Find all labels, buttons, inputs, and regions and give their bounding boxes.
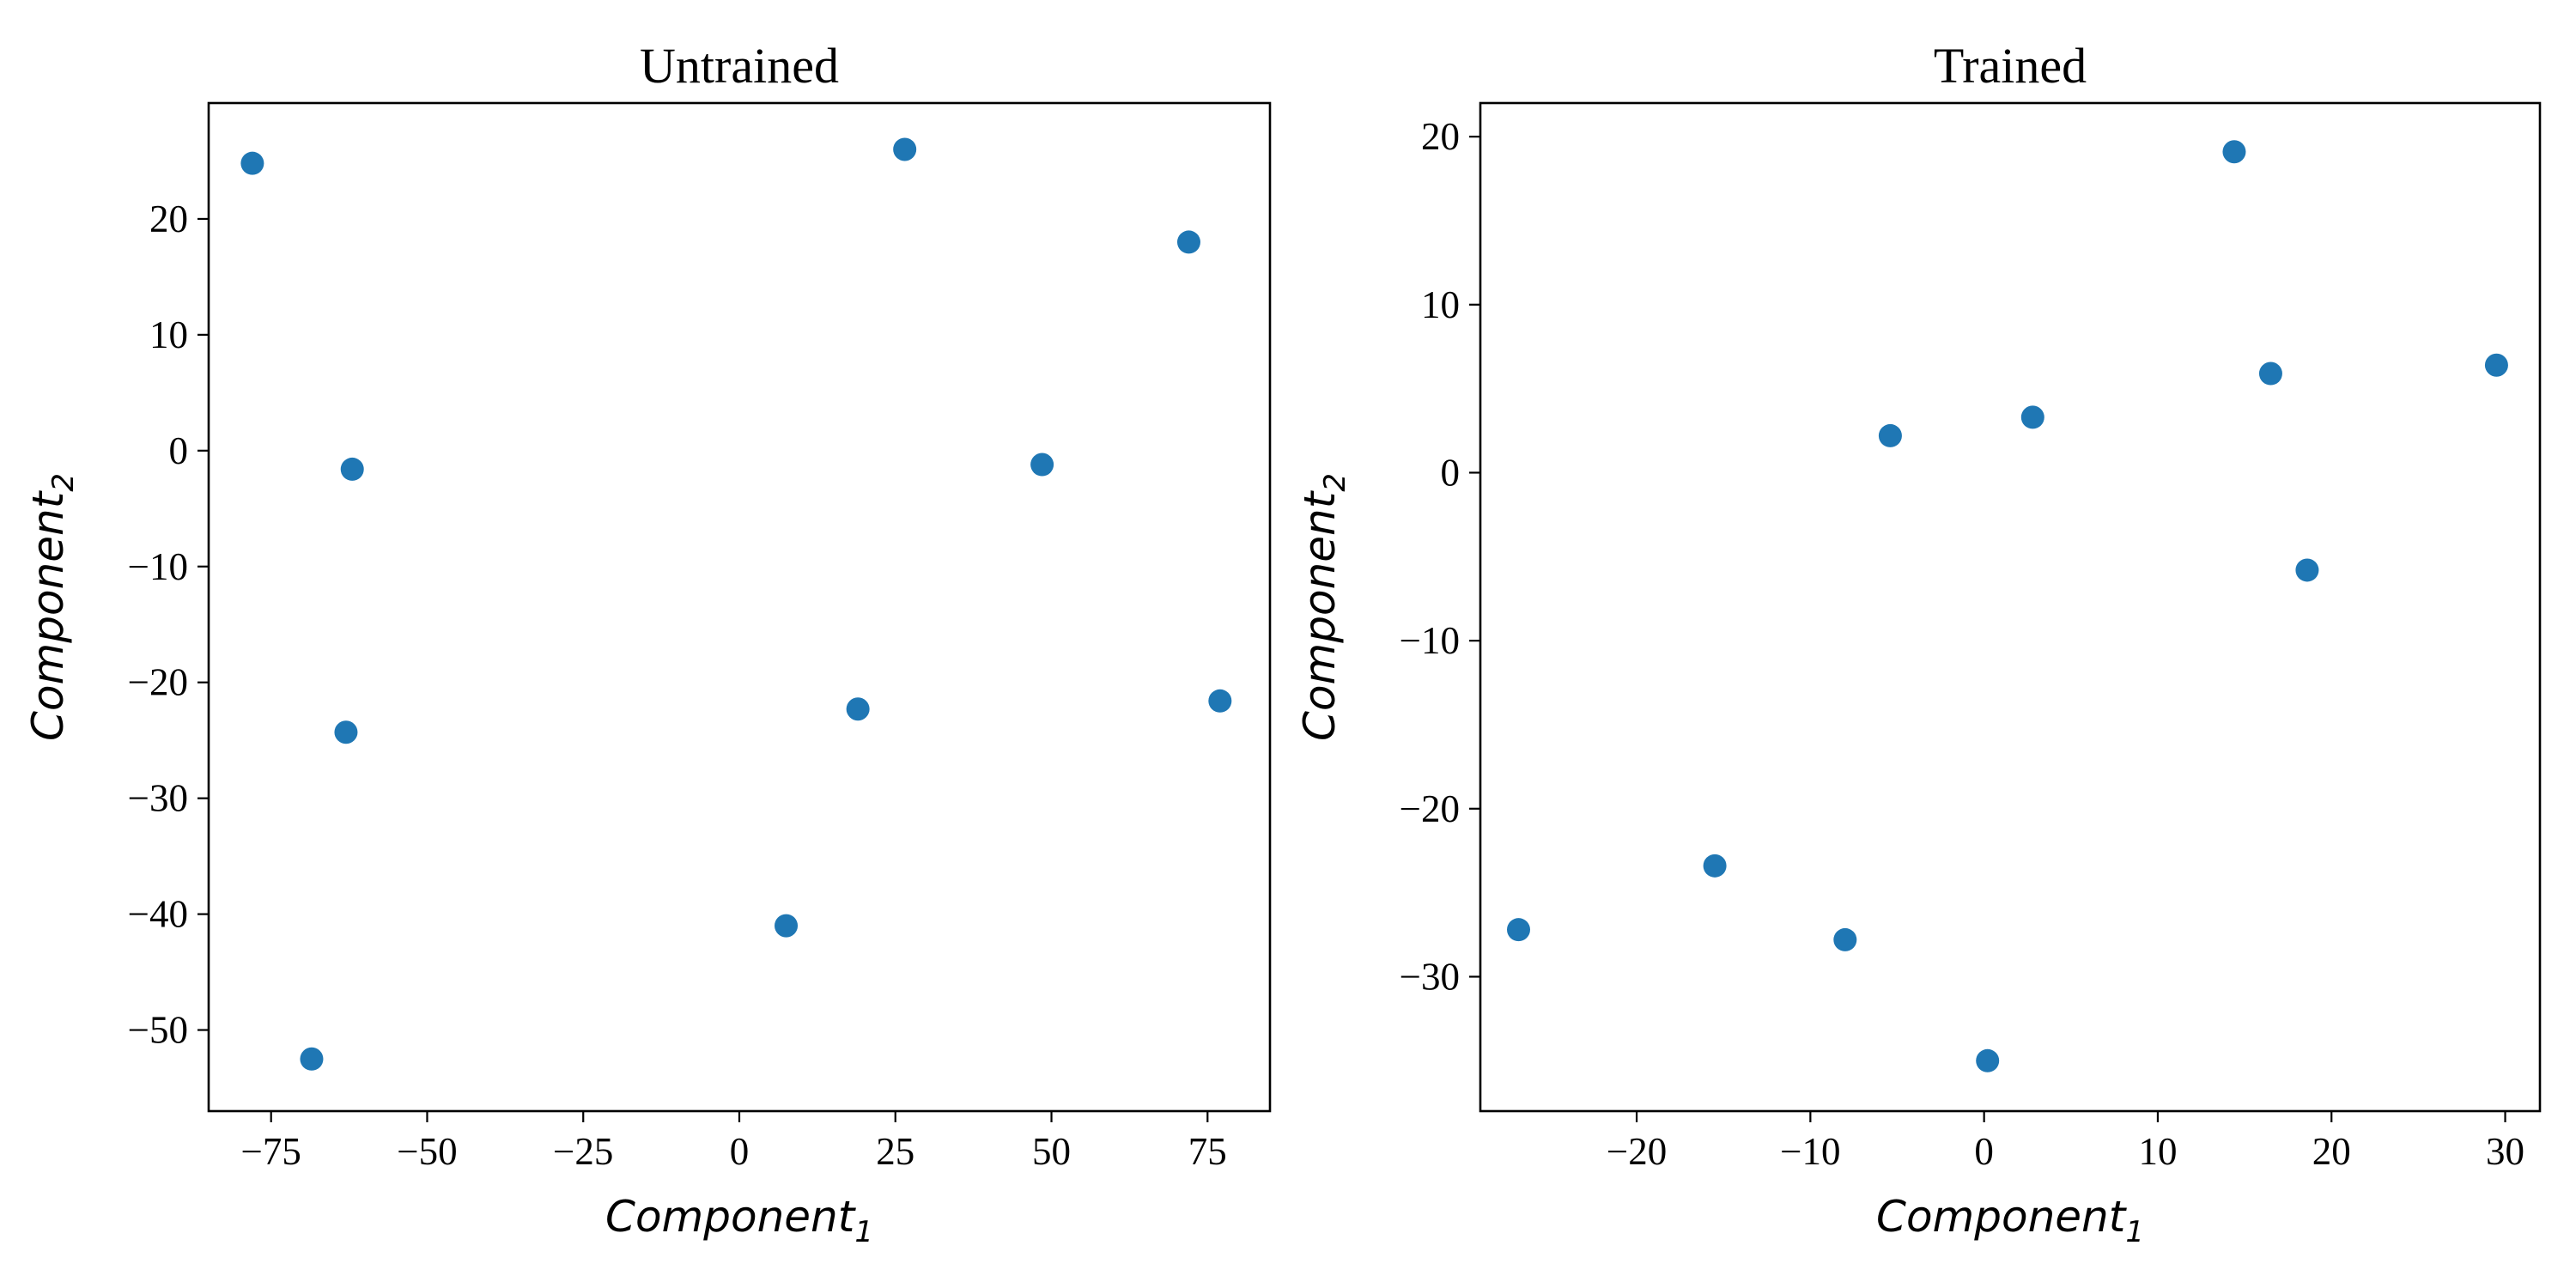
y-tick-label: −30 — [1400, 955, 1460, 998]
y-tick-label: −20 — [1400, 787, 1460, 830]
trained-panel: Trained −20 −10 0 10 20 30 −30 −20 −10 0 10 20 Compon… — [1295, 38, 2542, 1249]
untrained-title: Untrained — [640, 38, 839, 94]
x-tick-label: 0 — [1974, 1130, 1994, 1173]
untrained-point — [240, 151, 264, 175]
trained-plot-frame — [1479, 101, 2542, 1113]
trained-point — [2258, 361, 2282, 386]
x-tick-label: 30 — [2486, 1130, 2524, 1173]
trained-point — [2222, 140, 2246, 164]
trained-point — [1878, 423, 1902, 447]
untrained-y-axis-label: Component2 — [23, 473, 81, 741]
untrained-point — [1208, 689, 1232, 713]
untrained-point — [775, 914, 799, 938]
y-tick-label: 20 — [149, 197, 188, 240]
x-tick-label: 10 — [2138, 1130, 2177, 1173]
y-tick-label: −20 — [128, 661, 188, 704]
y-tick-label: −30 — [128, 777, 188, 820]
x-tick-label: −20 — [1607, 1130, 1667, 1173]
untrained-x-axis-label: Component1 — [605, 1192, 873, 1249]
x-tick-label: 20 — [2312, 1130, 2351, 1173]
untrained-plot-frame — [207, 101, 1272, 1113]
trained-title: Trained — [1934, 38, 2087, 94]
x-tick-label: −25 — [553, 1130, 613, 1173]
x-tick-label: 75 — [1188, 1130, 1227, 1173]
trained-point — [2020, 405, 2044, 429]
x-axis-label-subscript: 1 — [854, 1215, 873, 1249]
x-tick-label: −50 — [397, 1130, 457, 1173]
trained-point — [2295, 558, 2319, 582]
x-tick-label: 50 — [1032, 1130, 1071, 1173]
y-tick-label: −10 — [128, 545, 188, 588]
trained-point — [1507, 918, 1531, 942]
trained-y-axis-label: Component2 — [1295, 473, 1352, 741]
y-axis-label-subscript: 2 — [1318, 473, 1352, 492]
y-axis-label-base: Component — [23, 489, 73, 741]
y-axis-label-base: Component — [1295, 489, 1345, 741]
trained-x-axis-label: Component1 — [1876, 1192, 2144, 1249]
untrained-point — [340, 457, 364, 481]
y-tick-label: 10 — [149, 313, 188, 356]
untrained-panel: Untrained −75 −50 −25 0 25 50 75 −50 −40 −30 −20 −10… — [23, 38, 1272, 1249]
trained-point — [1976, 1048, 2000, 1072]
y-tick-label: −50 — [128, 1009, 188, 1052]
y-tick-label: 20 — [1421, 115, 1460, 158]
x-tick-label: 0 — [730, 1130, 750, 1173]
trained-point — [2484, 353, 2508, 377]
untrained-point — [300, 1047, 324, 1071]
x-tick-label: −10 — [1780, 1130, 1840, 1173]
x-axis-label-subscript: 1 — [2125, 1215, 2144, 1249]
y-tick-label: 0 — [169, 429, 189, 472]
x-axis-label-base: Component — [605, 1192, 857, 1242]
y-axis-label-subscript: 2 — [46, 473, 81, 492]
untrained-point — [893, 137, 917, 161]
x-tick-label: −75 — [241, 1130, 301, 1173]
y-tick-label: 0 — [1441, 451, 1461, 494]
x-tick-label: 25 — [876, 1130, 914, 1173]
y-tick-label: 10 — [1421, 283, 1460, 326]
untrained-point — [846, 697, 870, 721]
y-tick-label: −10 — [1400, 619, 1460, 662]
x-axis-label-base: Component — [1876, 1192, 2128, 1242]
trained-point — [1703, 854, 1727, 878]
untrained-point — [1030, 453, 1054, 477]
trained-point — [1833, 927, 1857, 951]
untrained-point — [1176, 230, 1200, 254]
y-tick-label: −40 — [128, 893, 188, 936]
untrained-point — [334, 720, 358, 744]
